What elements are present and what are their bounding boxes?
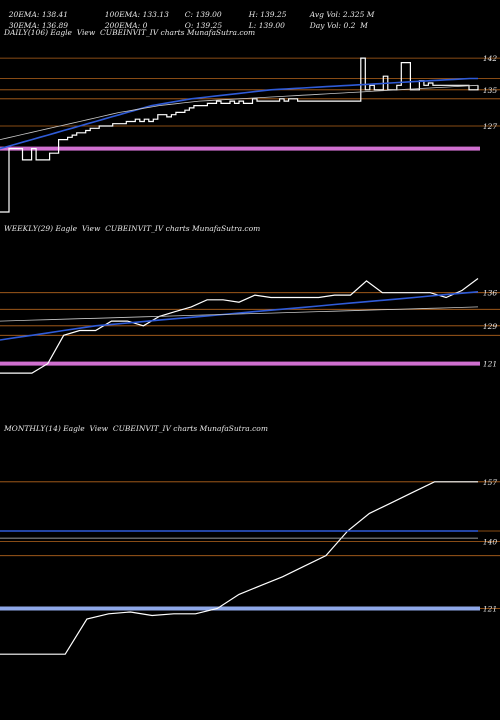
weekly-support-band [0,361,480,366]
low-value: 139.00 [258,21,285,30]
day-vol-value: 0.2 M [343,21,368,30]
high-stat: H: 139.25 [244,1,287,19]
monthly-ytick-label-1: 140 [483,538,498,547]
low-label: L: [248,21,257,30]
avg-vol-value: 2.325 M [342,10,375,19]
monthly-ytick-label-0: 157 [483,478,498,487]
open-value: 139.25 [195,21,223,30]
ema100-stat: 100EMA: 133.13 [100,1,169,19]
monthly-support-band [0,606,480,611]
ema200-value: 0 [142,21,148,30]
daily-ema-fast-line [0,77,478,150]
daily-support-band [0,146,480,151]
ema30-value: 136.89 [41,21,69,30]
monthly-price-line [0,481,478,655]
weekly-ytick-label-0: 136 [483,289,498,298]
ema100-label: 100EMA: [104,10,141,19]
weekly-ytick-label-2: 121 [483,360,497,369]
avg-vol-label: Avg Vol: [309,10,341,19]
open-stat: O: 139.25 [180,12,222,30]
daily-ytick-label-1: 135 [483,86,498,95]
header-row-1: 20EMA: 138.41 [4,1,68,19]
weekly-panel-title: WEEKLY(29) Eagle View CUBEINVIT_IV chart… [4,224,261,233]
monthly-panel-title: MONTHLY(14) Eagle View CUBEINVIT_IV char… [4,424,268,433]
day-vol-label: Day Vol: [309,21,342,30]
close-value: 139.00 [195,10,222,19]
ema100-value: 133.13 [142,10,169,19]
daily-ema-slow-line [0,84,479,140]
ema200-stat: 200EMA: 0 [100,12,148,30]
close-label: C: [184,10,194,19]
high-label: H: [248,10,258,19]
high-value: 139.25 [260,10,287,19]
weekly-ytick-label-1: 129 [483,322,498,331]
ema30-stat: 30EMA: 136.89 [4,12,68,30]
day-vol-stat: Day Vol: 0.2 M [305,12,368,30]
weekly-price-line [0,278,479,374]
ema20-label: 20EMA: [8,10,40,19]
weekly-ema-fast-line [0,291,479,341]
ema20-value: 138.41 [41,10,69,19]
open-label: O: [184,21,194,30]
monthly-ytick-label-2: 121 [483,605,497,614]
ema30-label: 30EMA: [8,21,40,30]
daily-ytick-label-2: 127 [483,122,498,131]
daily-price-line [0,57,479,213]
avg-vol-stat: Avg Vol: 2.325 M [305,1,375,19]
weekly-ema-slow-line [0,306,479,322]
ema200-label: 200EMA: [104,21,141,30]
close-stat: C: 139.00 [180,1,222,19]
daily-ytick-label-0: 142 [483,54,498,63]
daily-panel-title: DAILY(106) Eagle View CUBEINVIT_IV chart… [4,28,256,37]
low-stat: L: 139.00 [244,12,285,30]
